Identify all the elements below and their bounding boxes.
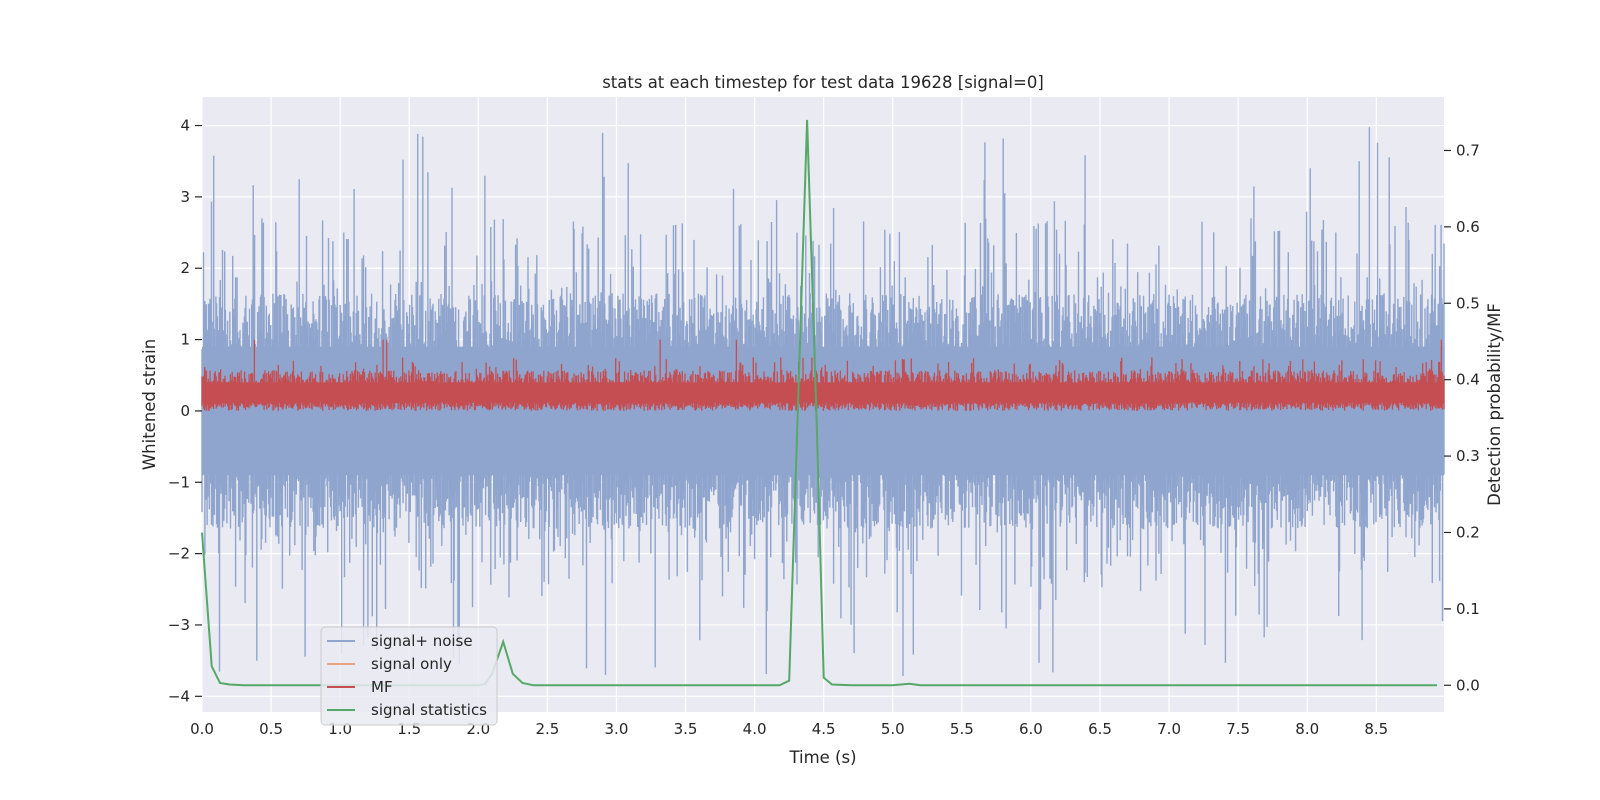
legend: signal+ noise signal only MF signal stat… — [320, 626, 498, 726]
y-tick-label: 2 — [180, 259, 190, 277]
x-tick-label: 0.0 — [190, 720, 214, 738]
x-tick-label: 6.0 — [1019, 720, 1043, 738]
y2-tick-label: 0.0 — [1456, 676, 1480, 694]
y2-axis-label: Detection probability/MF — [1485, 303, 1504, 506]
y-tick-label: 3 — [180, 188, 190, 206]
legend-label-signal-statistics: signal statistics — [371, 701, 487, 719]
mf-series — [201, 339, 1445, 411]
x-tick-label: 2.5 — [535, 720, 559, 738]
y2-tick-label: 0.6 — [1456, 218, 1480, 236]
x-tick-label: 4.0 — [743, 720, 767, 738]
y-tick-label: 1 — [180, 331, 190, 349]
x-tick-label: 4.5 — [812, 720, 836, 738]
y-tick-label: −1 — [168, 473, 190, 491]
signal-statistics-line — [201, 119, 1438, 687]
signal-noise-core — [202, 346, 1444, 476]
x-tick-label: 5.5 — [950, 720, 974, 738]
y-tick-label: 0 — [180, 402, 190, 420]
x-tick-label: 6.5 — [1088, 720, 1112, 738]
x-axis-ticks: 0.0 0.5 1.0 1.5 2.0 2.5 3.0 3.5 4.0 4.5 5.0 5.5 6.0 6… — [190, 720, 1388, 738]
y2-tick-label: 0.3 — [1456, 447, 1480, 465]
x-tick-label: 7.0 — [1157, 720, 1181, 738]
x-tick-label: 0.5 — [259, 720, 283, 738]
x-tick-label: 5.0 — [881, 720, 905, 738]
x-tick-label: 3.0 — [605, 720, 629, 738]
y2-tick-label: 0.5 — [1456, 294, 1480, 312]
y-tick-label: 4 — [180, 117, 190, 135]
x-axis-label: Time (s) — [788, 748, 856, 767]
signal-statistics-series — [201, 119, 1438, 687]
y-tick-label: −4 — [168, 687, 190, 705]
legend-box — [320, 626, 498, 726]
x-tick-label: 8.5 — [1364, 720, 1388, 738]
y-axis-label: Whitened strain — [140, 339, 159, 470]
x-tick-label: 3.5 — [674, 720, 698, 738]
y2-tick-label: 0.2 — [1456, 523, 1480, 541]
y-tick-label: −3 — [168, 616, 190, 634]
y2-tick-label: 0.7 — [1456, 141, 1480, 159]
y2-tick-label: 0.1 — [1456, 600, 1480, 618]
y2-tick-label: 0.4 — [1456, 371, 1480, 389]
legend-label-signal-noise: signal+ noise — [371, 632, 473, 650]
chart-title: stats at each timestep for test data 196… — [602, 73, 1044, 92]
signal-noise-series — [201, 127, 1445, 676]
legend-label-signal-only: signal only — [371, 655, 452, 673]
legend-label-mf: MF — [371, 678, 393, 696]
mf-core — [202, 382, 1444, 403]
y-axis-ticks: −4 −3 −2 −1 0 1 2 3 4 — [168, 117, 202, 705]
x-tick-label: 8.0 — [1295, 720, 1319, 738]
y-tick-label: −2 — [168, 545, 190, 563]
y2-axis-ticks: 0.0 0.1 0.2 0.3 0.4 0.5 0.6 0.7 — [1444, 141, 1480, 694]
x-tick-label: 7.5 — [1226, 720, 1250, 738]
